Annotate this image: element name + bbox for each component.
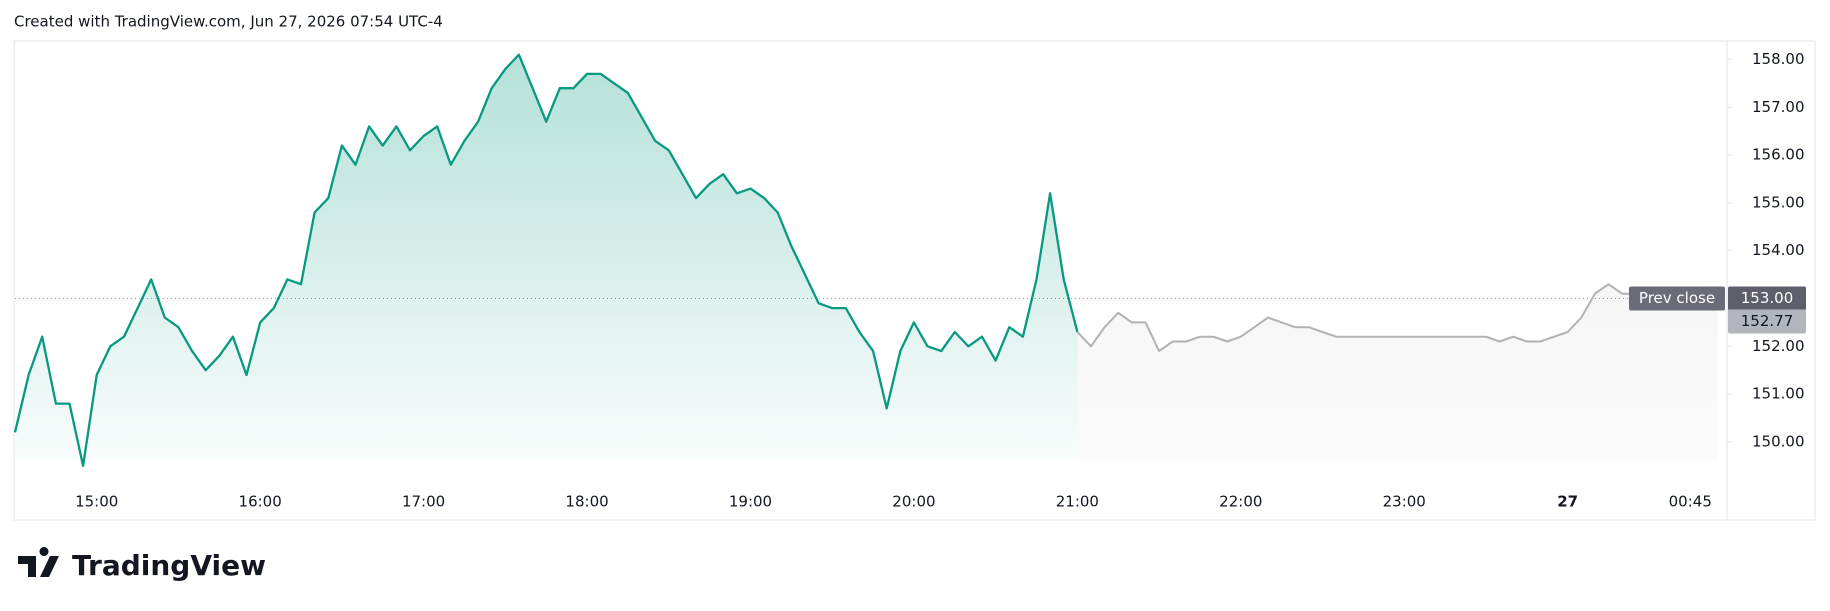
logo: TradingView <box>18 547 266 582</box>
logo-icon <box>18 547 59 577</box>
x-tick-label: 15:00 <box>75 493 118 511</box>
x-tick-label: 18:00 <box>565 493 608 511</box>
x-tick-label: 22:00 <box>1219 493 1262 511</box>
x-tick-label: 27 <box>1557 493 1578 511</box>
x-tick-label: 16:00 <box>239 493 282 511</box>
y-tick-label: 154.00 <box>1752 241 1805 259</box>
header: Created with TradingView.com, Jun 27, 20… <box>14 13 443 31</box>
y-tick-label: 156.00 <box>1752 146 1805 164</box>
prev-close-value-tag <box>1728 286 1806 311</box>
y-tick-label: 158.00 <box>1752 50 1805 68</box>
y-tick-label: 151.00 <box>1752 385 1805 403</box>
y-tick-label: 155.00 <box>1752 193 1805 211</box>
y-tick-label: 157.00 <box>1752 98 1805 116</box>
last-price-label: 152.77 <box>1741 312 1794 330</box>
price-line <box>1076 283 1718 353</box>
x-tick-label: 20:00 <box>892 493 935 511</box>
prev-close-value: 153.00 <box>1741 289 1794 307</box>
y-tick-label: 152.00 <box>1752 337 1805 355</box>
area-fill <box>1077 284 1718 461</box>
y-tick-label: 150.00 <box>1752 432 1805 450</box>
brand: TradingView <box>72 549 266 582</box>
x-tick-label: 19:00 <box>729 493 772 511</box>
last-price-tag <box>1728 309 1806 334</box>
prev-close-name: Prev close <box>1639 289 1715 307</box>
x-tick-label: 00:45 <box>1669 493 1712 511</box>
x-tick-label: 23:00 <box>1383 493 1426 511</box>
area-fill <box>15 54 1078 466</box>
x-tick-label: 21:00 <box>1056 493 1099 511</box>
price-line <box>13 53 1079 467</box>
chart-frame <box>13 40 1816 521</box>
x-tick-label: 17:00 <box>402 493 445 511</box>
prev-close-tag <box>1629 286 1725 311</box>
